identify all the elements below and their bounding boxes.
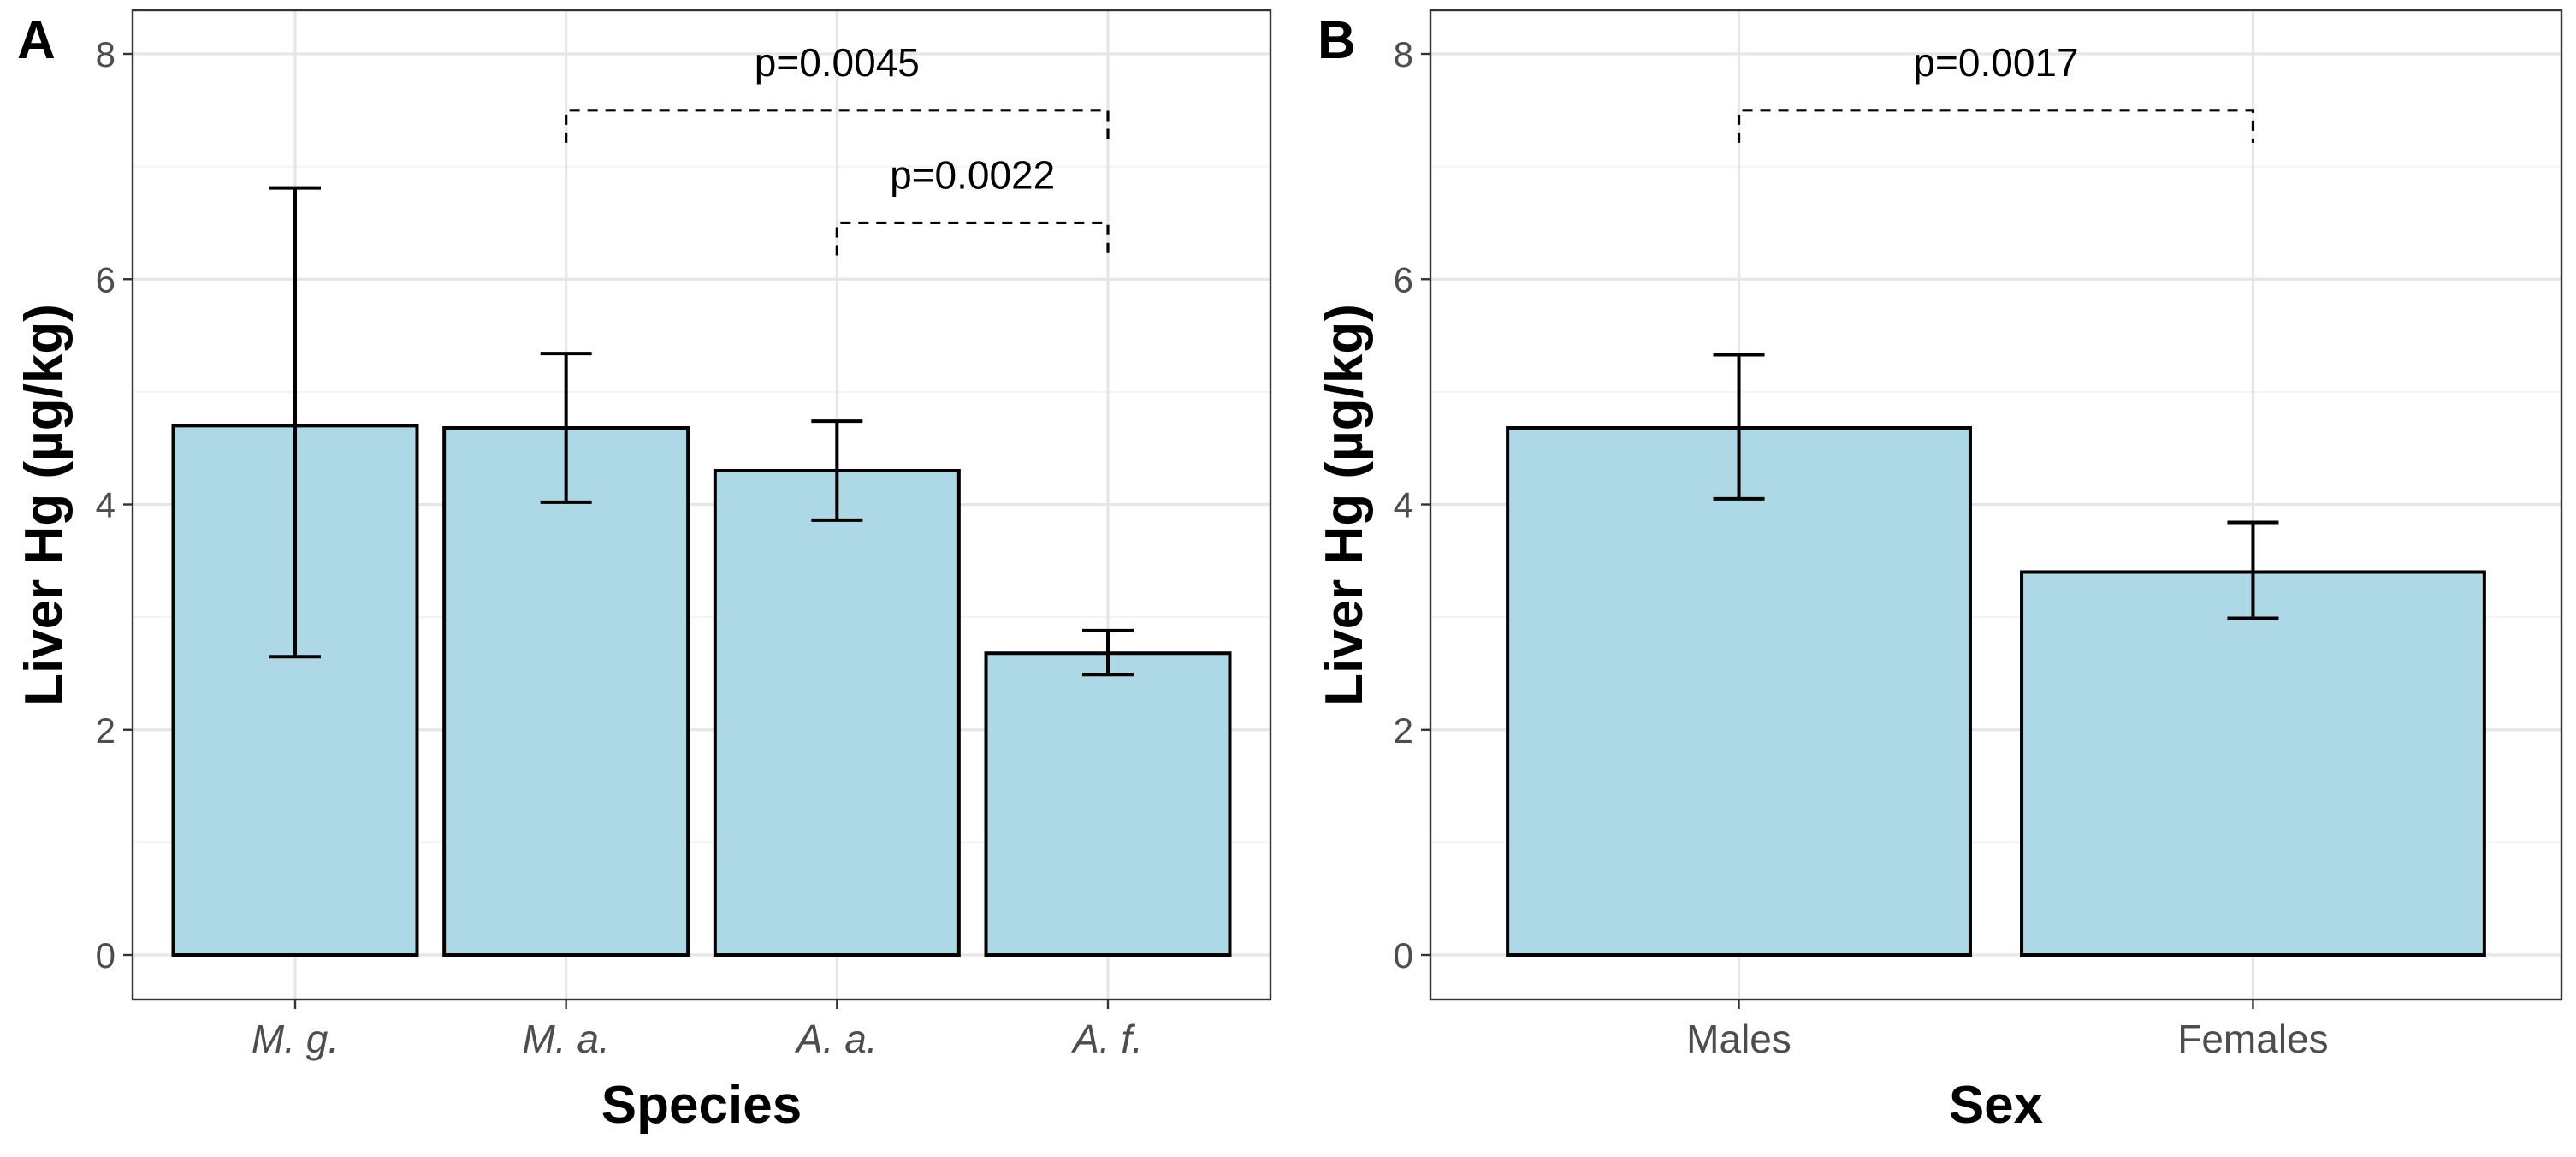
y-tick-label: 2 (1394, 710, 1413, 751)
bar-2 (2020, 570, 2486, 957)
panel-label: B (1318, 11, 1356, 70)
panel-a: 0 2 4 6 8 p=0.0045 p=0.0022 M. g. M. a. A. a. A. f… (15, 9, 1272, 1135)
bar-1 (1506, 425, 1972, 957)
significance-label-1: p=0.0017 (1913, 40, 2078, 85)
y-tick-label: 8 (1394, 34, 1413, 74)
y-tick-label: 4 (96, 485, 115, 525)
x-axis-title: Sex (1949, 1076, 2044, 1135)
bar-1 (171, 424, 419, 957)
x-tick-label: M. a. (523, 1017, 610, 1061)
y-tick-label: 0 (1394, 935, 1413, 976)
significance-bracket-1 (1737, 109, 2255, 143)
bar-4 (984, 651, 1232, 957)
bar-2 (442, 425, 690, 957)
y-axis-title: Liver Hg (µg/kg) (15, 304, 74, 706)
x-tick-label: A. a. (794, 1017, 878, 1061)
y-tick-label: 6 (1394, 259, 1413, 300)
significance-bracket-2 (835, 221, 1110, 256)
y-axis-title: Liver Hg (µg/kg) (1315, 304, 1374, 706)
y-tick-label: 2 (96, 710, 115, 751)
plot-border (1429, 9, 2563, 1001)
y-tick-label: 4 (1394, 485, 1413, 525)
x-tick-label: Males (1686, 1017, 1791, 1061)
x-tick-label: M. g. (252, 1017, 339, 1061)
x-tick-label: A. f. (1070, 1017, 1143, 1061)
plot-border (131, 9, 1272, 1001)
y-tick-label: 0 (96, 935, 115, 976)
significance-label-2: p=0.0022 (890, 152, 1055, 197)
significance-label-1: p=0.0045 (755, 40, 920, 85)
y-tick-label: 6 (96, 259, 115, 300)
y-tick-label: 8 (96, 34, 115, 74)
x-axis-title: Species (601, 1076, 802, 1135)
x-tick-label: Females (2177, 1017, 2328, 1061)
panel-b: 0 2 4 6 8 p=0.0017 Males Females Sex Liver Hg (µg… (1315, 9, 2563, 1135)
bar-3 (713, 469, 961, 957)
panel-label: A (17, 11, 56, 70)
